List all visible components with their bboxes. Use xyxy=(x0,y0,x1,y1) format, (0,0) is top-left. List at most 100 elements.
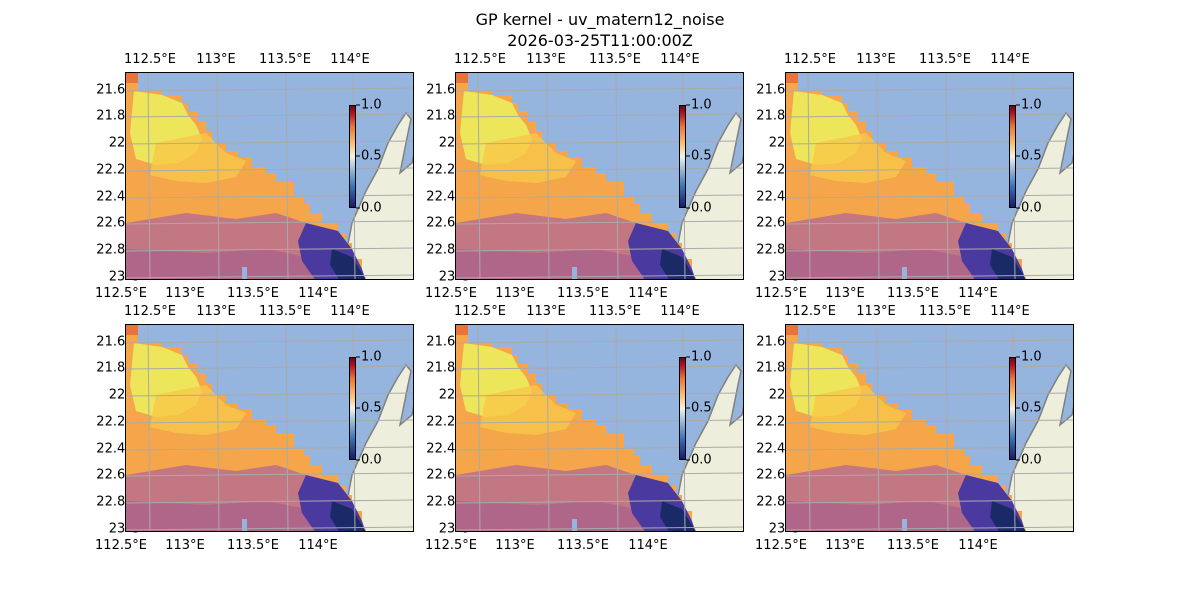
bottom-lon-label: 113.5°E xyxy=(557,286,609,301)
colorbar-tick-label: 1.0 xyxy=(356,97,382,113)
field-lower xyxy=(126,249,358,279)
field-min-core xyxy=(330,501,365,531)
bottom-lon-label: 113°E xyxy=(495,286,535,301)
bottom-lon-label: 113°E xyxy=(825,538,865,553)
colorbar-tick-label: 0.0 xyxy=(356,452,382,468)
top-lon-label: 114°E xyxy=(990,304,1030,319)
colorbar-tick-label: 0.5 xyxy=(686,400,712,416)
bottom-lon-label: 114°E xyxy=(958,538,998,553)
map-panel-1: 112.5°E 113°E 113.5°E 114°E 21.6°S 21.8°… xyxy=(45,52,414,301)
map-area xyxy=(455,324,744,532)
colorbar xyxy=(1009,105,1016,208)
map-panel-2: 112.5°E 113°E 113.5°E 114°E 21.6°S 21.8°… xyxy=(375,52,744,301)
map-panel-5: 112.5°E 113°E 113.5°E 114°E 21.6°S 21.8°… xyxy=(375,304,744,553)
colorbar-tick-label: 0.5 xyxy=(1016,148,1042,164)
colorbar-tick-label: 0.5 xyxy=(356,400,382,416)
colorbar xyxy=(349,105,356,208)
top-lon-label: 113.5°E xyxy=(259,304,311,319)
top-lon-label: 114°E xyxy=(330,304,370,319)
bottom-lon-label: 113°E xyxy=(825,286,865,301)
map-canvas xyxy=(786,325,1073,531)
graticule xyxy=(456,325,743,531)
field-lower xyxy=(456,249,688,279)
bottom-lon-label: 112.5°E xyxy=(95,286,147,301)
bottom-lon-label: 113.5°E xyxy=(227,538,279,553)
bottom-lon-label: 112.5°E xyxy=(425,538,477,553)
colorbar xyxy=(679,357,686,460)
map-canvas xyxy=(126,325,413,531)
top-lon-label: 113°E xyxy=(526,52,566,67)
bottom-lon-label: 113.5°E xyxy=(887,538,939,553)
bottom-lon-label: 114°E xyxy=(628,286,668,301)
colorbar-tick-label: 1.0 xyxy=(686,97,712,113)
top-lon-label: 113.5°E xyxy=(589,52,641,67)
colorbar-tick-label: 0.5 xyxy=(686,148,712,164)
top-lon-label: 114°E xyxy=(660,304,700,319)
top-lon-label: 113.5°E xyxy=(919,52,971,67)
colorbar-tick-label: 0.0 xyxy=(686,200,712,216)
map-panel-4: 112.5°E 113°E 113.5°E 114°E 21.6°S 21.8°… xyxy=(45,304,414,553)
colorbar-tick-label: 1.0 xyxy=(686,349,712,365)
colorbar-tick-label: 0.5 xyxy=(356,148,382,164)
bottom-lon-label: 113°E xyxy=(495,538,535,553)
field-lower xyxy=(456,501,688,531)
top-lon-label: 113°E xyxy=(856,52,896,67)
field-gap xyxy=(572,519,577,531)
top-lon-label: 113°E xyxy=(196,304,236,319)
map-panel-3: 112.5°E 113°E 113.5°E 114°E 21.6°S 21.8°… xyxy=(705,52,1074,301)
bottom-lon-label: 113.5°E xyxy=(887,286,939,301)
colorbar-tick-label: 0.0 xyxy=(1016,200,1042,216)
field-lower xyxy=(786,249,1018,279)
field-min-core xyxy=(660,249,695,279)
top-lon-label: 112.5°E xyxy=(124,304,176,319)
figure-title: GP kernel - uv_matern12_noise xyxy=(475,10,725,29)
field-corner xyxy=(786,325,798,335)
field-gap xyxy=(242,267,247,279)
field-min-core xyxy=(990,501,1025,531)
map-canvas xyxy=(456,73,743,279)
colorbar-tick-label: 0.5 xyxy=(1016,400,1042,416)
field-lower xyxy=(786,501,1018,531)
field-gap xyxy=(902,519,907,531)
top-lon-label: 113°E xyxy=(196,52,236,67)
map-area xyxy=(125,72,414,280)
bottom-lon-label: 112.5°E xyxy=(95,538,147,553)
graticule xyxy=(126,325,413,531)
field-gap xyxy=(572,267,577,279)
map-area xyxy=(125,324,414,532)
bottom-lon-label: 114°E xyxy=(628,538,668,553)
top-lon-label: 112.5°E xyxy=(454,304,506,319)
field-min-core xyxy=(990,249,1025,279)
top-lon-label: 114°E xyxy=(990,52,1030,67)
figure-subtitle: 2026-03-25T11:00:00Z xyxy=(507,31,693,50)
top-lon-label: 112.5°E xyxy=(784,52,836,67)
field-min-core xyxy=(330,249,365,279)
bottom-lon-label: 114°E xyxy=(958,286,998,301)
top-lon-label: 113.5°E xyxy=(589,304,641,319)
colorbar-tick-label: 1.0 xyxy=(1016,349,1042,365)
field-corner xyxy=(786,73,798,83)
colorbar xyxy=(349,357,356,460)
field-corner xyxy=(456,73,468,83)
map-area xyxy=(455,72,744,280)
field-corner xyxy=(456,325,468,335)
top-lon-label: 112.5°E xyxy=(784,304,836,319)
map-area xyxy=(785,72,1074,280)
top-lon-label: 113°E xyxy=(856,304,896,319)
field-gap xyxy=(242,519,247,531)
colorbar xyxy=(679,105,686,208)
field-gap xyxy=(902,267,907,279)
colorbar-tick-label: 0.0 xyxy=(356,200,382,216)
map-panel-6: 112.5°E 113°E 113.5°E 114°E 21.6°S 21.8°… xyxy=(705,304,1074,553)
map-canvas xyxy=(786,73,1073,279)
field-lower xyxy=(126,501,358,531)
bottom-lon-label: 112.5°E xyxy=(425,286,477,301)
colorbar xyxy=(1009,357,1016,460)
bottom-lon-label: 112.5°E xyxy=(755,286,807,301)
bottom-lon-label: 113°E xyxy=(165,538,205,553)
top-lon-label: 113.5°E xyxy=(919,304,971,319)
top-lon-label: 112.5°E xyxy=(124,52,176,67)
top-lon-label: 113°E xyxy=(526,304,566,319)
top-lon-label: 114°E xyxy=(660,52,700,67)
field-corner xyxy=(126,325,138,335)
